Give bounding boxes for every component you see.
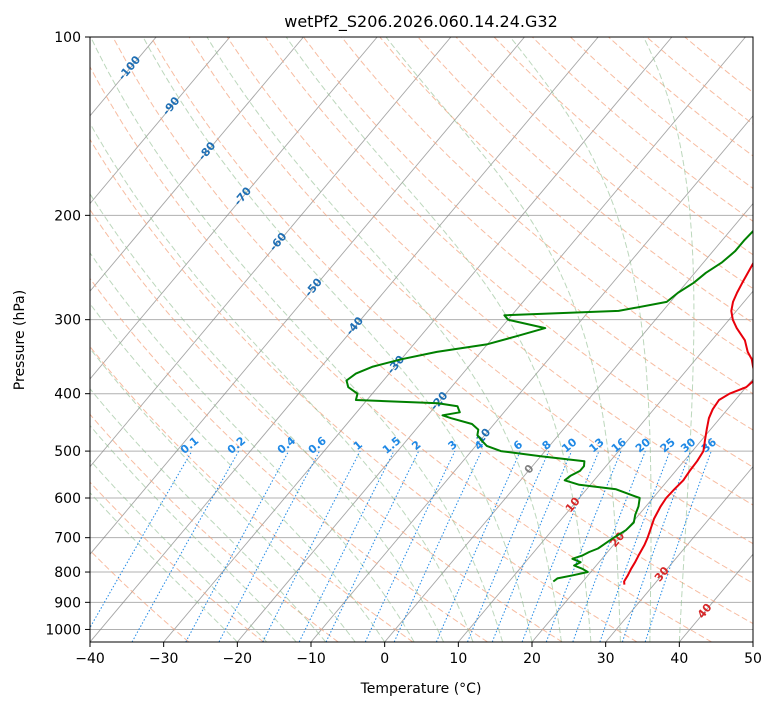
dry-adiabat bbox=[90, 345, 414, 642]
y-tick-label: 300 bbox=[54, 313, 81, 329]
x-tick-label: −30 bbox=[149, 651, 179, 667]
x-tick-label: 40 bbox=[670, 651, 688, 667]
moist-adiabats bbox=[90, 37, 695, 642]
y-tick-label: 800 bbox=[54, 565, 81, 581]
dry-adiabat bbox=[264, 37, 753, 468]
moist-adiabat bbox=[285, 37, 592, 642]
mixing-ratio-line bbox=[393, 450, 482, 642]
plot-frame bbox=[89, 36, 754, 643]
mixing-ratio-line bbox=[262, 450, 361, 642]
moist-adiabat bbox=[90, 37, 503, 642]
isotherm-line bbox=[605, 465, 753, 642]
dewpoint-profile bbox=[345, 229, 753, 583]
isotherm-line bbox=[90, 37, 525, 555]
x-tick-label: −40 bbox=[75, 651, 105, 667]
moist-adiabat bbox=[90, 491, 238, 642]
dry-adiabat bbox=[341, 37, 753, 395]
y-tick-label: 900 bbox=[54, 595, 81, 611]
x-tick-label: 10 bbox=[449, 651, 467, 667]
mixing-ratio-lines bbox=[90, 450, 712, 642]
mixing-ratio-line bbox=[131, 450, 240, 642]
x-axis-ticks: −40 −30 −20 −10 0 10 20 30 40 50 bbox=[75, 642, 762, 667]
isotherm-line bbox=[163, 37, 673, 642]
moist-adiabat bbox=[385, 37, 621, 642]
dry-adiabat bbox=[90, 208, 563, 642]
isotherm-line bbox=[90, 37, 599, 642]
y-tick-label: 600 bbox=[54, 491, 81, 507]
mixing-ratio-line bbox=[435, 450, 521, 642]
mixing-ratio-line bbox=[298, 450, 395, 642]
mixing-ratio-line bbox=[545, 450, 622, 642]
dry-adiabat bbox=[226, 37, 753, 506]
y-tick-label: 700 bbox=[54, 531, 81, 547]
dry-adiabats bbox=[90, 37, 753, 642]
x-tick-label: −10 bbox=[296, 651, 326, 667]
dry-adiabat bbox=[150, 37, 753, 584]
x-tick-label: −20 bbox=[223, 651, 253, 667]
dry-adiabat bbox=[90, 277, 488, 642]
isotherm-line bbox=[90, 37, 231, 205]
dry-adiabat bbox=[379, 37, 753, 359]
y-tick-label: 200 bbox=[54, 208, 81, 224]
x-tick-label: 20 bbox=[523, 651, 541, 667]
y-tick-label: 400 bbox=[54, 387, 81, 403]
dry-adiabat bbox=[90, 138, 638, 642]
isotherm-line bbox=[90, 37, 378, 380]
mixing-ratio-line bbox=[599, 450, 671, 642]
sounding-series bbox=[345, 229, 753, 585]
y-tick-label: 100 bbox=[54, 30, 81, 46]
moist-adiabat bbox=[509, 37, 652, 642]
mixing-ratio-line bbox=[467, 450, 550, 642]
moist-adiabat bbox=[90, 424, 297, 642]
chart-title: wetPf2_S206.2026.060.14.24.G32 bbox=[284, 12, 558, 32]
mixing-ratio-line bbox=[185, 450, 290, 642]
isotherm-line bbox=[457, 290, 753, 642]
moist-adiabat bbox=[90, 387, 327, 642]
moist-adiabat bbox=[90, 252, 415, 642]
dry-adiabat bbox=[90, 549, 190, 642]
dry-adiabat bbox=[112, 37, 753, 625]
isotherm-line bbox=[236, 37, 746, 642]
x-tick-label: 0 bbox=[380, 651, 389, 667]
moist-adiabat bbox=[90, 459, 268, 642]
moist-adiabat bbox=[90, 122, 474, 642]
isotherm-line bbox=[310, 115, 753, 642]
x-axis-title: Temperature (°C) bbox=[360, 681, 482, 697]
x-tick-label: 30 bbox=[597, 651, 615, 667]
moist-adiabat bbox=[142, 37, 533, 642]
moist-adiabat bbox=[90, 193, 445, 642]
dry-adiabat bbox=[188, 37, 753, 545]
isotherm-line bbox=[384, 202, 753, 642]
isotherm-line bbox=[531, 378, 753, 642]
y-tick-label: 500 bbox=[54, 444, 81, 460]
mixing-ratio-line bbox=[521, 450, 600, 642]
y-axis-ticks: 100 200 300 400 500 600 700 800 900 1000 bbox=[45, 30, 90, 638]
moist-adiabat bbox=[643, 37, 695, 642]
y-axis-title: Pressure (hPa) bbox=[12, 290, 28, 390]
temperature-profile bbox=[623, 259, 753, 585]
mixing-ratio-line bbox=[621, 450, 691, 642]
mixing-ratio-line bbox=[491, 450, 573, 642]
isotherm-line bbox=[90, 37, 452, 468]
moist-adiabat bbox=[90, 347, 356, 642]
dry-adiabat bbox=[90, 481, 264, 642]
y-tick-label: 1000 bbox=[45, 622, 81, 638]
mixing-ratio-line bbox=[364, 450, 456, 642]
skewed-isotherms bbox=[90, 37, 753, 642]
x-tick-label: 50 bbox=[744, 651, 762, 667]
isotherm-line bbox=[90, 37, 304, 292]
mixing-ratio-line bbox=[218, 450, 320, 642]
mixing-ratio-line bbox=[644, 450, 712, 642]
dry-adiabat bbox=[90, 65, 712, 642]
